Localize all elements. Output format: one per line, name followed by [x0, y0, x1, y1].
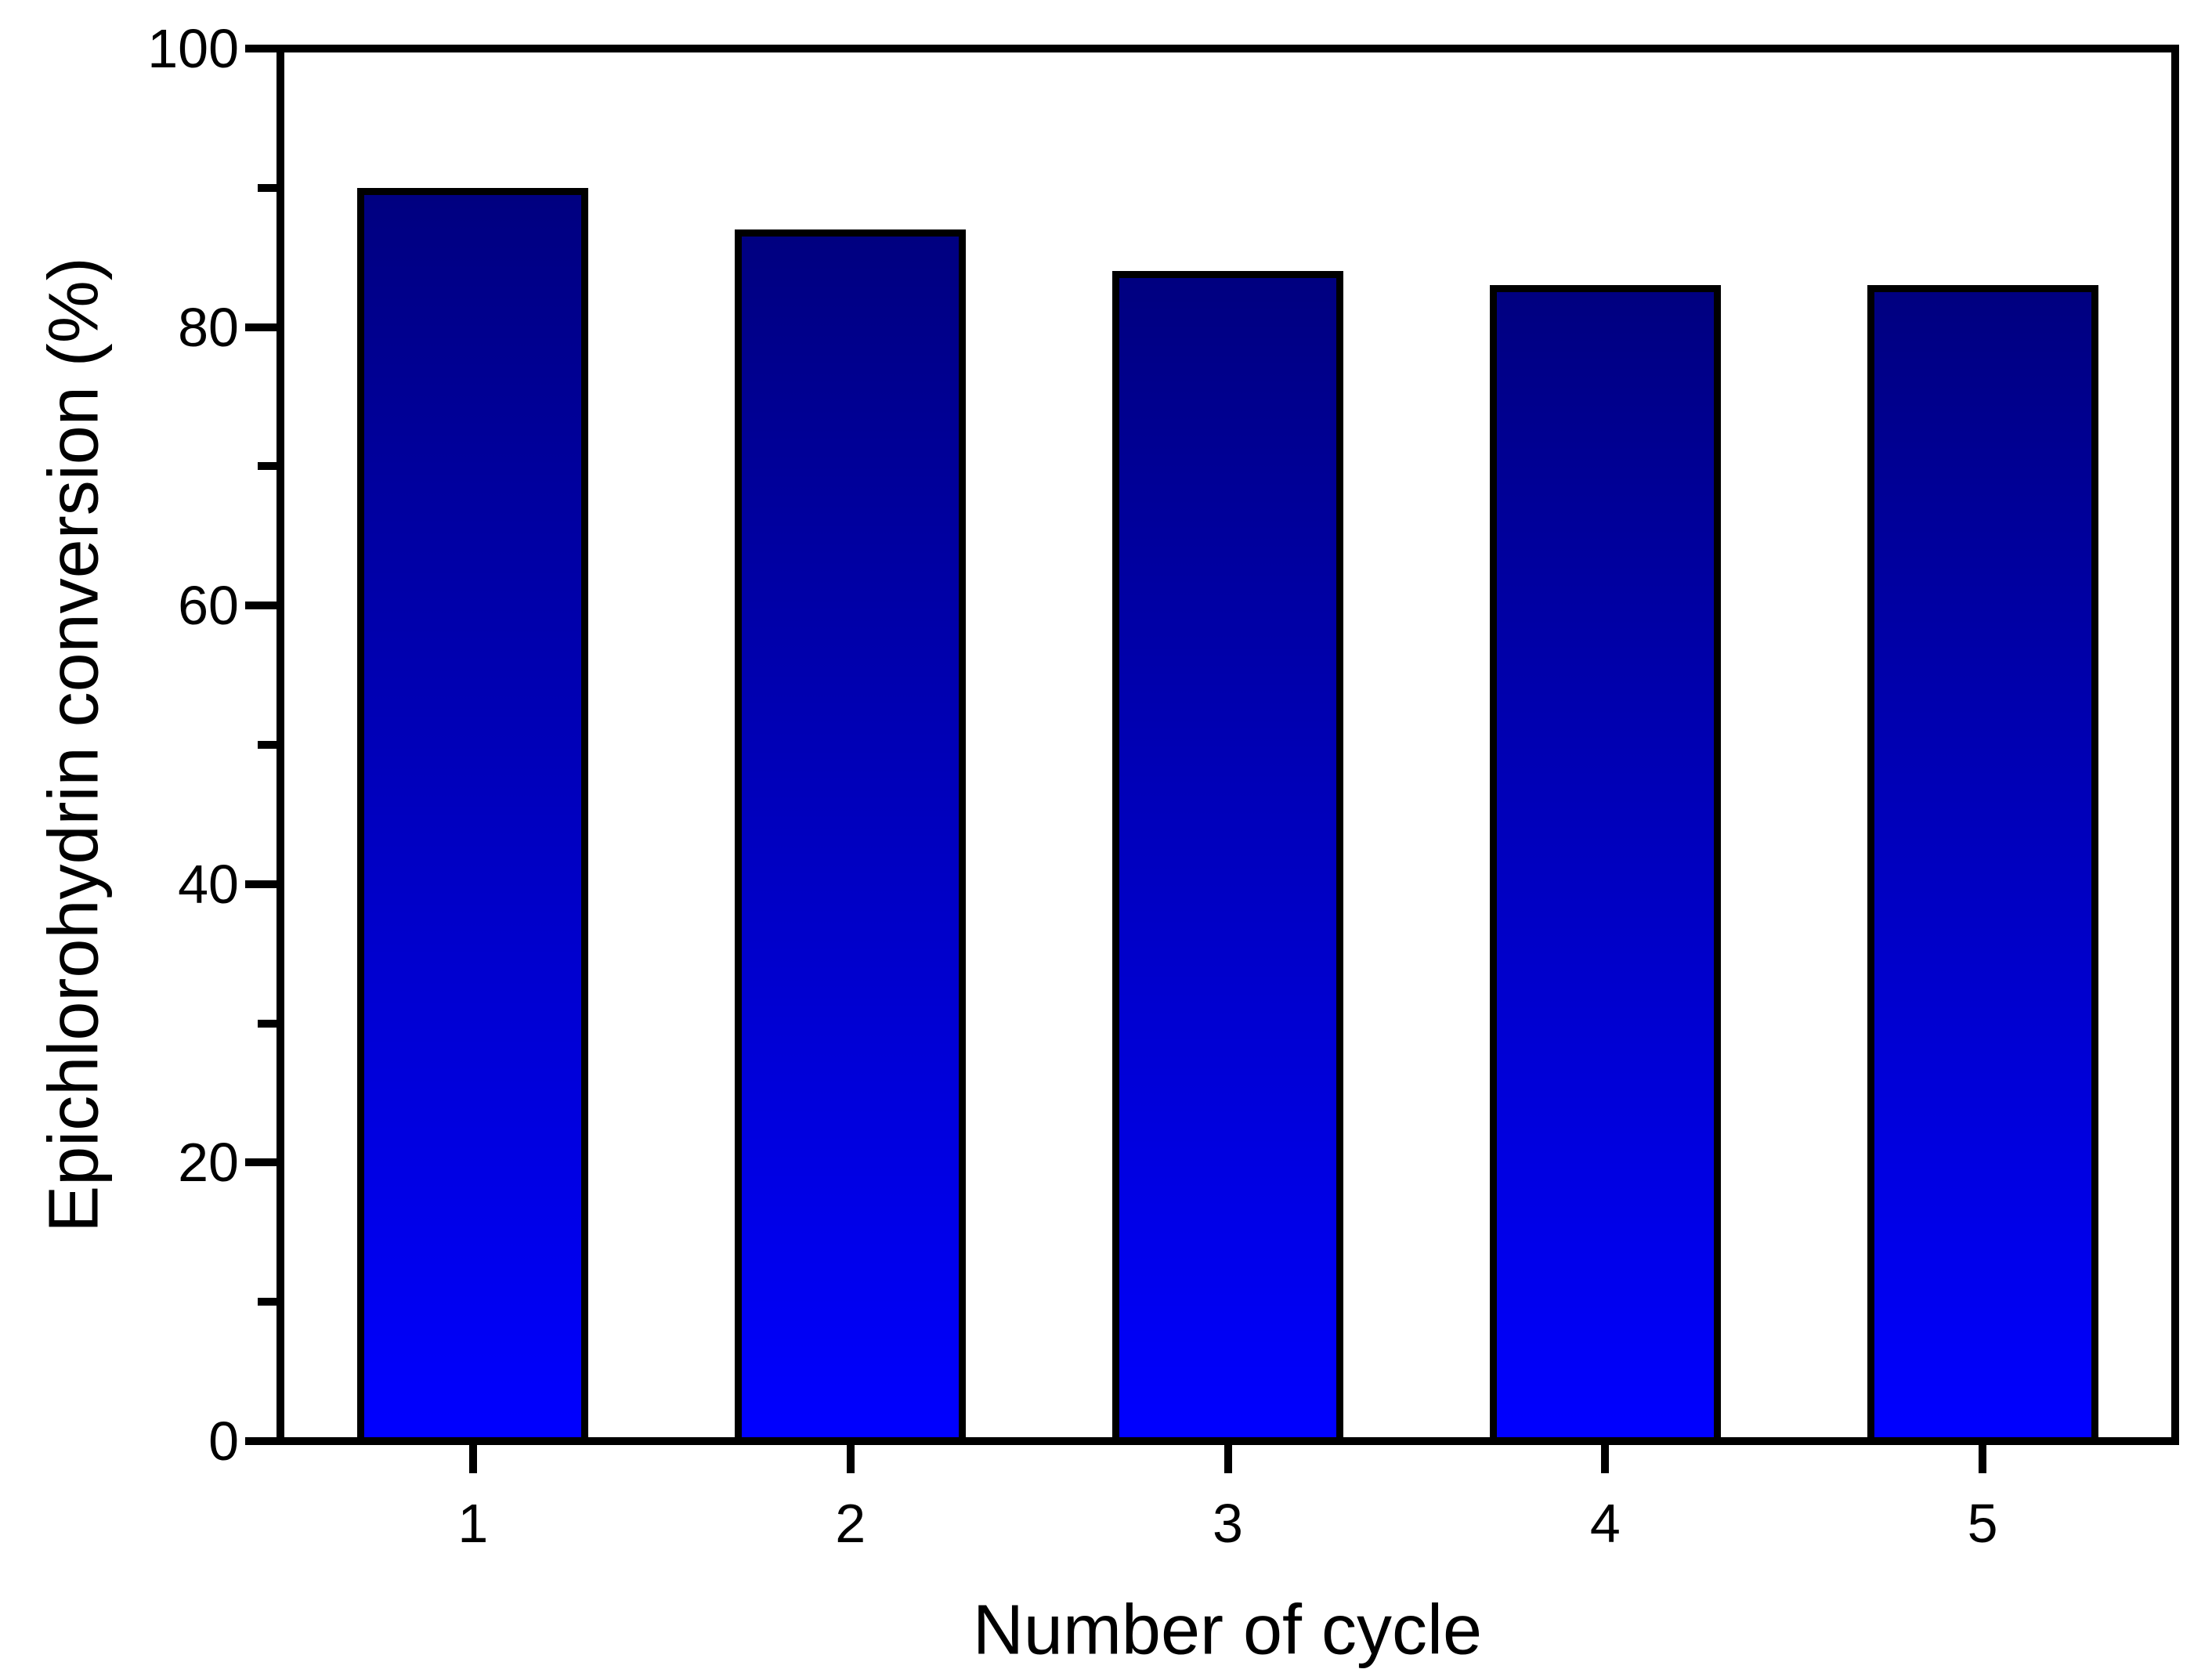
y-tick-label: 100	[147, 18, 239, 79]
y-tick-label: 20	[178, 1132, 239, 1194]
bar	[1112, 271, 1343, 1437]
y-major-tick	[245, 45, 276, 52]
y-minor-tick	[258, 741, 276, 749]
y-major-tick	[245, 1158, 276, 1167]
x-tick	[1223, 1445, 1232, 1473]
bar	[735, 229, 967, 1437]
y-minor-tick	[258, 183, 276, 192]
y-major-tick	[245, 880, 276, 888]
x-tick-label: 2	[835, 1493, 866, 1554]
y-tick-label: 60	[178, 575, 239, 637]
y-major-tick	[245, 1437, 276, 1445]
x-axis-title: Number of cycle	[972, 1591, 1483, 1670]
bar	[357, 187, 589, 1437]
y-tick-label: 0	[208, 1411, 239, 1472]
y-major-tick	[245, 602, 276, 610]
x-tick	[1601, 1445, 1610, 1473]
y-tick-label: 40	[178, 853, 239, 915]
x-tick-label: 4	[1589, 1493, 1621, 1554]
y-axis-title: Epichlorohydrin conversion (%)	[34, 257, 114, 1233]
x-tick	[468, 1445, 477, 1473]
bar	[1489, 285, 1721, 1437]
y-tick-label: 80	[178, 296, 239, 358]
y-minor-tick	[258, 462, 276, 471]
y-major-tick	[245, 323, 276, 331]
bar	[1867, 285, 2098, 1437]
y-minor-tick	[258, 1298, 276, 1306]
x-tick-label: 5	[1967, 1493, 1998, 1554]
x-tick	[846, 1445, 855, 1473]
x-tick	[1979, 1445, 1987, 1473]
x-tick-label: 3	[1213, 1493, 1243, 1554]
y-minor-tick	[258, 1019, 276, 1028]
x-tick-label: 1	[457, 1493, 489, 1554]
